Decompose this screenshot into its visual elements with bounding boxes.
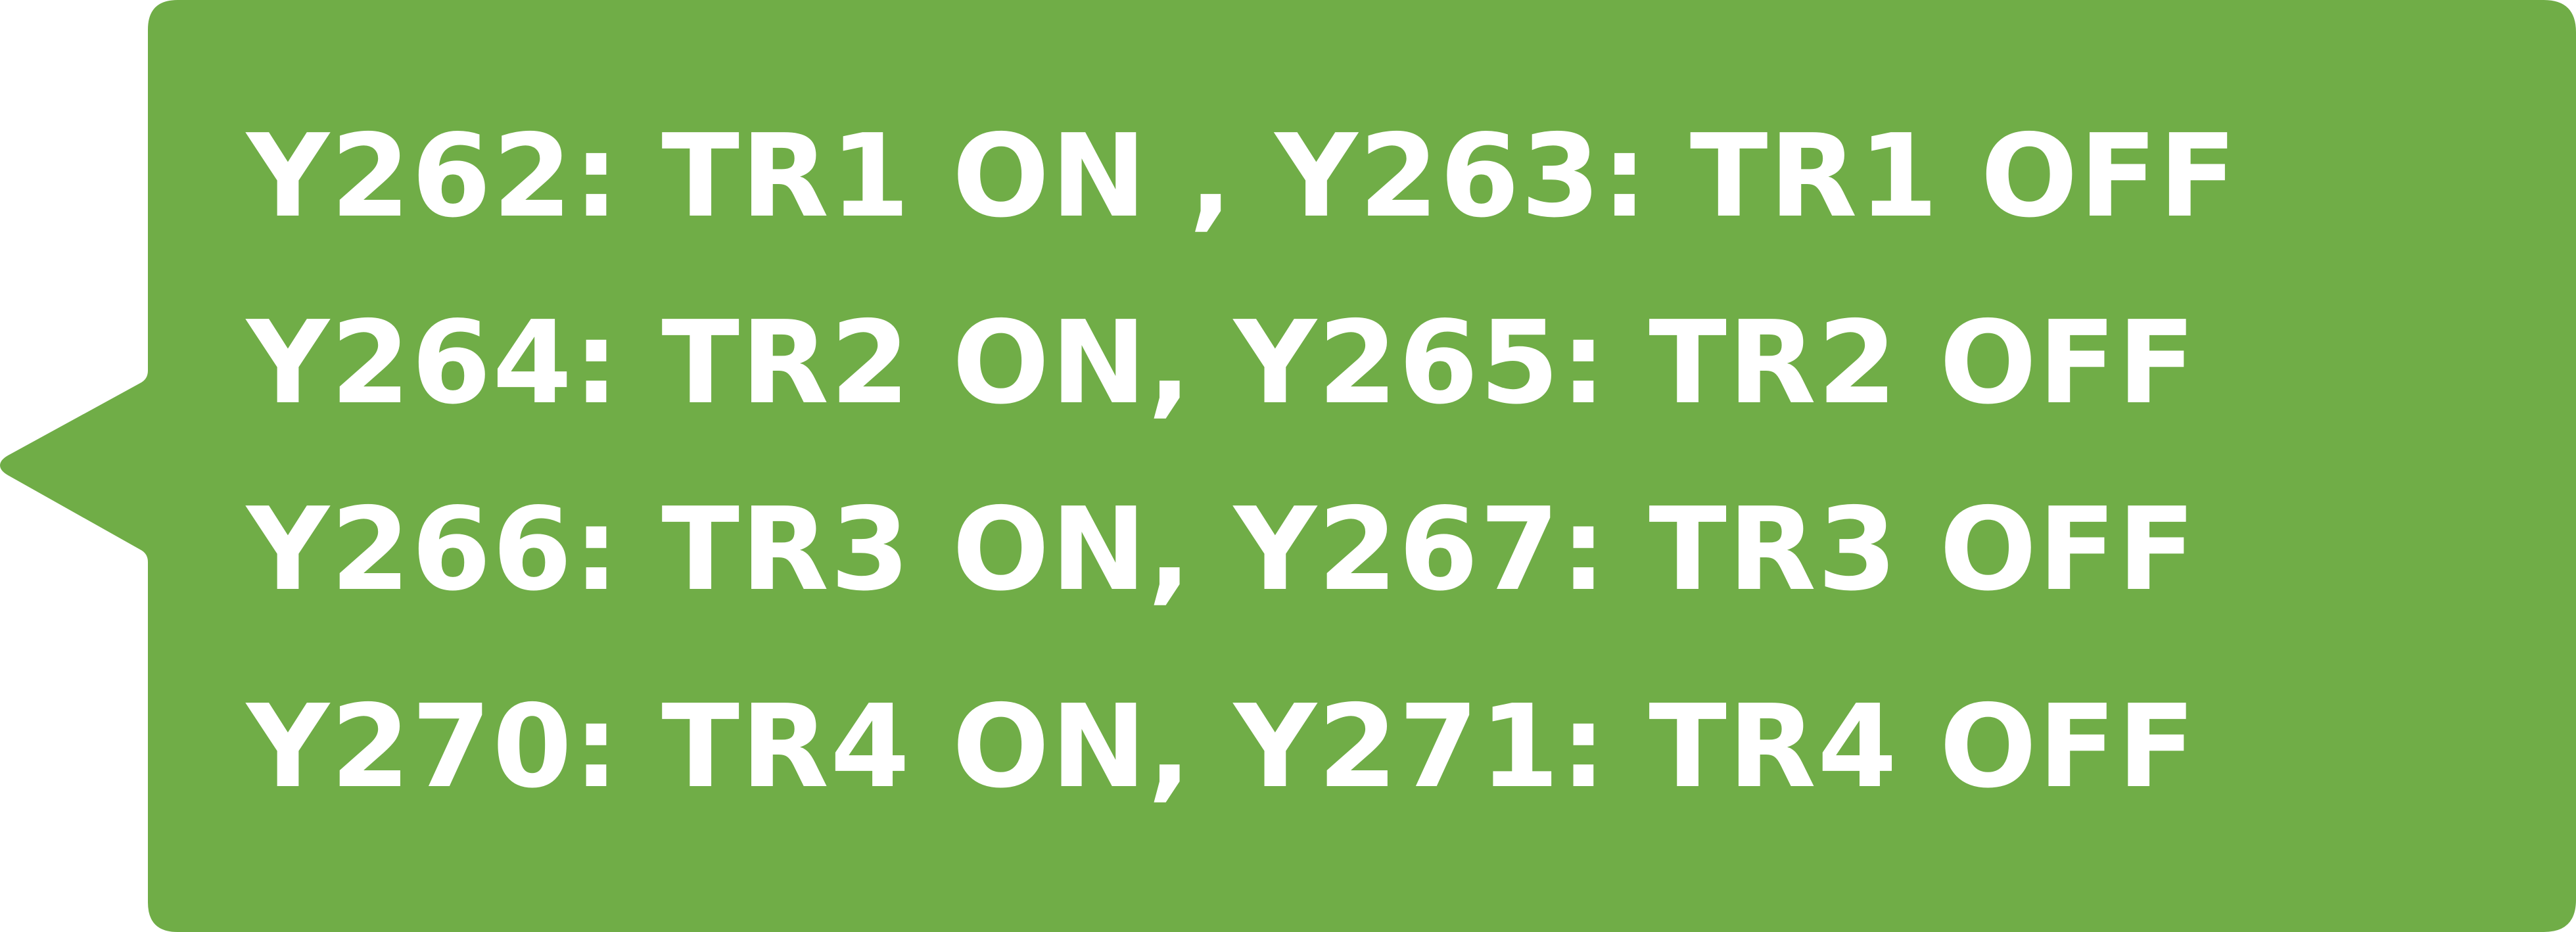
callout-line-2: Y264: TR2 ON, Y265: TR2 OFF (246, 296, 2197, 430)
callout-line-3: Y266: TR3 ON, Y267: TR3 OFF (246, 483, 2197, 617)
callout-line-4: Y270: TR4 ON, Y271: TR4 OFF (246, 680, 2197, 814)
callout-line-1: Y262: TR1 ON , Y263: TR1 OFF (246, 110, 2238, 243)
callout-text: Y262: TR1 ON , Y263: TR1 OFF Y264: TR2 O… (246, 92, 2521, 848)
